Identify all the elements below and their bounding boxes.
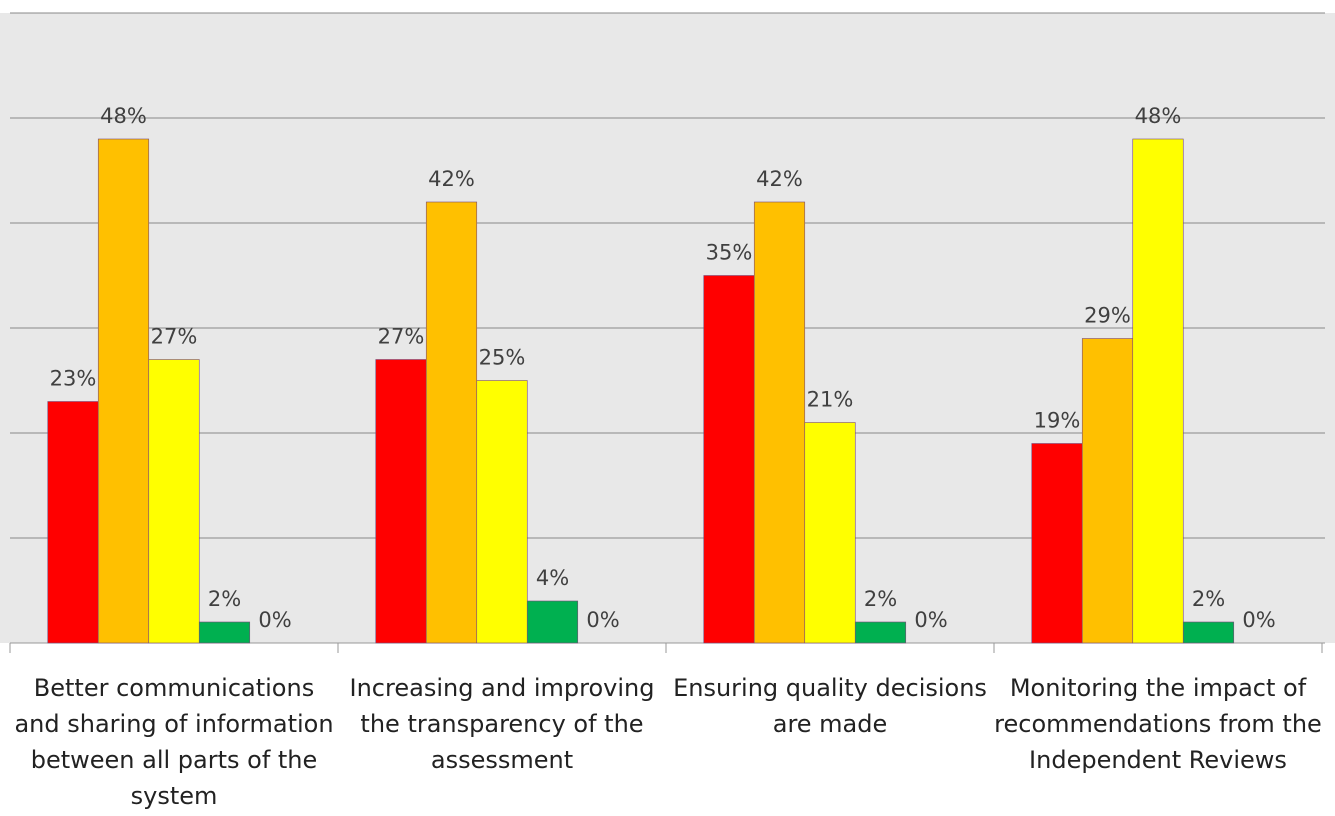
data-label: 19% bbox=[1034, 409, 1081, 433]
bar bbox=[753, 201, 806, 644]
data-label: 21% bbox=[807, 388, 854, 412]
data-label: 42% bbox=[428, 167, 475, 191]
data-label: 0% bbox=[914, 608, 947, 632]
bar bbox=[148, 359, 200, 644]
data-label: 29% bbox=[1084, 304, 1131, 328]
bar bbox=[1132, 138, 1184, 644]
bar bbox=[1081, 338, 1134, 644]
bar bbox=[526, 600, 579, 644]
data-label: 0% bbox=[258, 608, 291, 632]
data-label: 0% bbox=[586, 608, 619, 632]
bar bbox=[47, 401, 99, 644]
data-label: 25% bbox=[479, 346, 526, 370]
data-label: 27% bbox=[151, 325, 198, 349]
bar bbox=[1031, 443, 1083, 644]
data-label: 48% bbox=[1135, 104, 1182, 128]
data-label: 27% bbox=[378, 325, 425, 349]
x-tick-label: Monitoring the impact of recommendations… bbox=[994, 674, 1322, 774]
bar bbox=[1182, 621, 1235, 644]
x-tick-label: Better communications and sharing of inf… bbox=[14, 674, 334, 810]
bar bbox=[375, 359, 427, 644]
bar bbox=[97, 138, 150, 644]
bar bbox=[804, 422, 856, 644]
data-label: 2% bbox=[1192, 587, 1225, 611]
bar bbox=[425, 201, 478, 644]
bar bbox=[198, 621, 251, 644]
data-label: 42% bbox=[756, 167, 803, 191]
data-label: 0% bbox=[1242, 608, 1275, 632]
x-tick-label: Increasing and improving the transparenc… bbox=[349, 674, 655, 774]
x-tick-label: Ensuring quality decisions are made bbox=[673, 674, 987, 738]
data-label: 4% bbox=[536, 566, 569, 590]
bar bbox=[476, 380, 528, 644]
data-label: 23% bbox=[50, 367, 97, 391]
bar bbox=[703, 275, 755, 644]
data-label: 35% bbox=[706, 241, 753, 265]
bar bbox=[854, 621, 907, 644]
data-label: 2% bbox=[208, 587, 241, 611]
data-label: 2% bbox=[864, 587, 897, 611]
data-label: 48% bbox=[100, 104, 147, 128]
